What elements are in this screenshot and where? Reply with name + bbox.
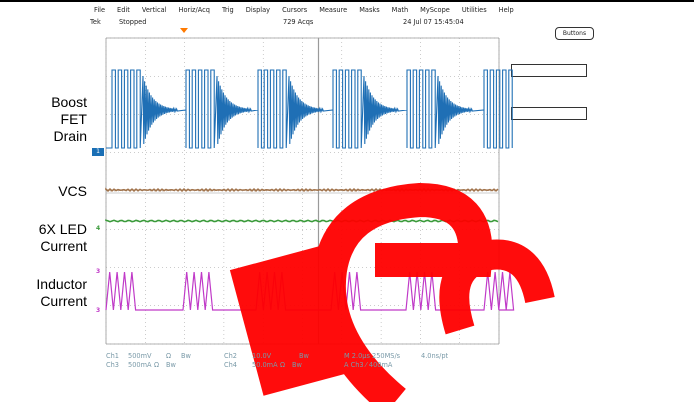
tek-brand: Tek [90,18,101,26]
readout-row2-3: Bw [166,361,176,369]
readout-row1-8: 4.0ns/pt [421,352,449,360]
ch1-waveform [106,69,513,149]
boost-label-line1: Boost [51,94,87,110]
readout-box-2 [511,107,587,120]
menu-math[interactable]: Math [391,6,409,14]
readout-row2-2: Ω [154,361,160,369]
menu-myscope[interactable]: MyScope [420,6,450,14]
menu-horizacq[interactable]: Horiz/Acq [178,6,210,14]
readout-row1-5: 10.0V [252,352,272,360]
readout-row2-5: 50.0mA [252,361,278,369]
boost-label-line3: Drain [53,128,87,144]
menu-file[interactable]: File [94,6,106,14]
inductor-label-line1: Inductor [36,276,87,292]
readout-row1-3: Bw [181,352,191,360]
ch3-marker-top: 3 [96,268,101,275]
date-time: 24 Jul 07 15:45:04 [403,18,464,26]
ch3-marker: 3 [96,307,101,314]
menu-measure[interactable]: Measure [319,6,348,14]
readout-row2-1: 500mA [128,361,152,369]
readout-row2-4: Ch4 [224,361,237,369]
ch1-badge: 1 [92,148,104,156]
readout-row2-0: Ch3 [106,361,119,369]
vcs-label: VCS [58,183,87,199]
readout-row1-4: Ch2 [224,352,237,360]
menu-utilities[interactable]: Utilities [461,6,487,14]
readout-row2-6: Ω [280,361,286,369]
readout-row1-6: Bw [299,352,309,360]
readout-row1-7: M 2.0µs 250MS/s [344,352,401,360]
menu-vertical[interactable]: Vertical [141,6,167,14]
led-current-label: 6X LED Current [14,221,87,255]
led-label-line2: Current [40,238,87,254]
inductor-current-label: Inductor Current [14,276,87,310]
watermark-logo [229,182,555,402]
run-state: Stopped [119,18,147,26]
readout-row1-1: 500mV [128,352,152,360]
readout-row2-7: Bw [292,361,302,369]
menu-help[interactable]: Help [498,6,514,14]
menu-display[interactable]: Display [245,6,271,14]
menu-trig[interactable]: Trig [221,6,234,14]
readout-row1-0: Ch1 [106,352,119,360]
readout-row2-8: A Ch3 ⁄ 400mA [344,361,393,369]
boost-label-line2: FET [60,111,87,127]
trigger-marker-icon [180,28,188,33]
readout-row1-2: Ω [166,352,172,360]
menu-cursors[interactable]: Cursors [282,6,308,14]
boost-fet-drain-label: Boost FET Drain [30,94,87,145]
menu-masks[interactable]: Masks [359,6,380,14]
top-border [0,0,694,2]
ch4-waveform [105,219,499,223]
ch4-marker: 4 [96,225,101,232]
led-label-line1: 6X LED [38,221,87,237]
menu-bar: File Edit Vertical Horiz/Acq Trig Display Curs… [94,5,614,16]
menu-edit[interactable]: Edit [117,6,130,14]
inductor-label-line2: Current [40,293,87,309]
acquisition-count: 729 Acqs [283,18,314,26]
buttons-button[interactable]: Buttons [555,27,594,40]
